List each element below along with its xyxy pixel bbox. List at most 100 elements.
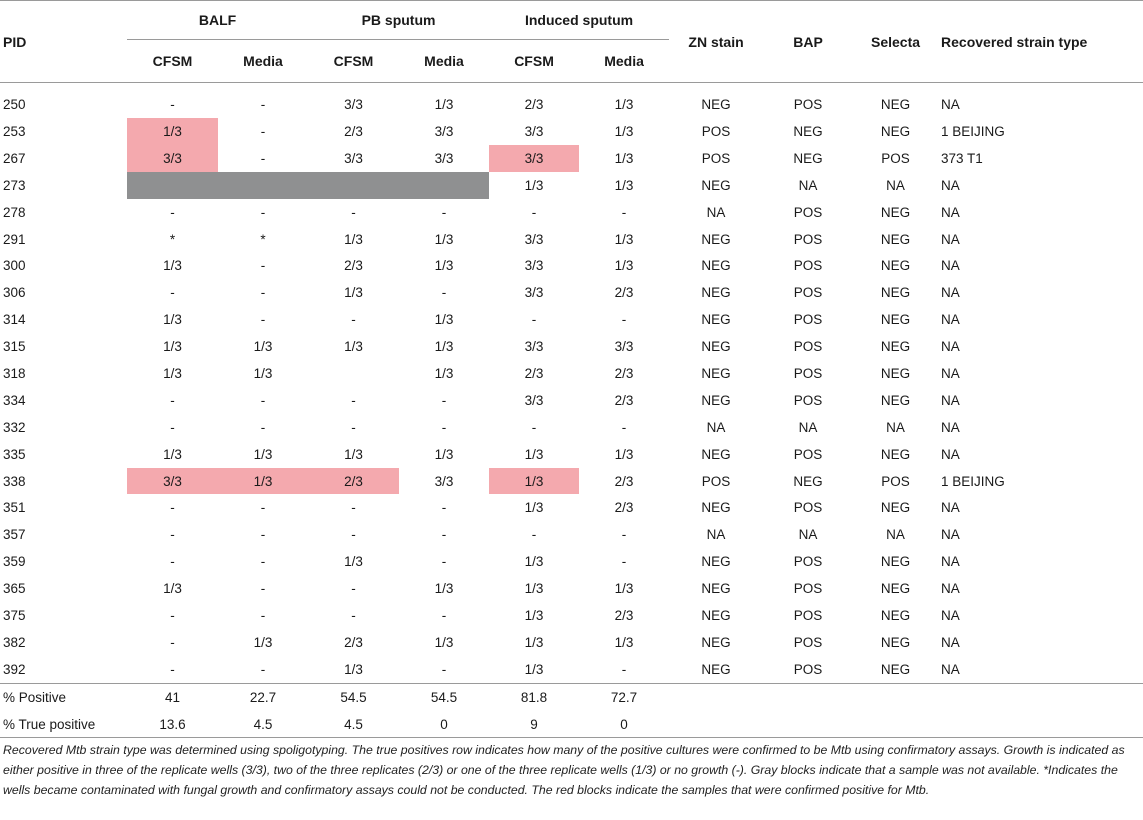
summary-value: 81.8: [489, 682, 580, 711]
table-row: 273 1/3 1/3 NEG NA NA NA: [0, 171, 1143, 199]
selecta-cell: NEG: [880, 554, 911, 570]
growth-cell: 1/3: [524, 634, 544, 650]
growth-cell: -: [170, 97, 175, 112]
sub-header-media: Media: [579, 39, 670, 83]
growth-cell: 2/3: [308, 467, 400, 495]
selecta-cell: NEG: [880, 661, 911, 677]
table-row: 332 - - - - - - NA NA NA NA: [0, 414, 1143, 441]
growth-cell: -: [260, 527, 266, 543]
selecta-cell: NEG: [880, 581, 911, 597]
pid-cell: 335: [3, 446, 26, 462]
growth-cell: 3/3: [127, 144, 218, 172]
strain-cell: NA: [941, 177, 960, 193]
growth-cell: [308, 360, 399, 387]
bap-cell: NEG: [793, 123, 823, 139]
strain-cell: NA: [941, 500, 960, 516]
selecta-header: Selecta: [853, 0, 939, 83]
growth-cell: 3/3: [489, 144, 580, 172]
growth-cell: 3/3: [127, 467, 218, 495]
growth-cell: -: [351, 500, 356, 516]
table-row: 392 - - 1/3 - 1/3 - NEG POS NEG NA: [0, 656, 1143, 683]
growth-cell: 2/3: [344, 634, 363, 650]
growth-cell: -: [621, 554, 627, 570]
growth-cell: 3/3: [524, 123, 544, 139]
growth-cell: *: [169, 231, 176, 247]
growth-cell: -: [621, 527, 627, 543]
growth-cell: 1/3: [434, 231, 454, 247]
selecta-cell: NEG: [880, 231, 911, 247]
strain-cell: NA: [941, 231, 960, 247]
growth-cell: 3/3: [524, 392, 544, 408]
growth-cell: 1/3: [344, 554, 363, 570]
selecta-cell: NEG: [880, 123, 911, 139]
selecta-cell: NEG: [880, 285, 911, 301]
growth-cell: -: [260, 312, 266, 328]
summary-value: 4.5: [218, 710, 309, 739]
pid-cell: 291: [3, 231, 26, 247]
strain-cell: 1 BEIJING: [941, 473, 1005, 489]
zn-stain-header: ZN stain: [669, 0, 764, 83]
summary-label: % True positive: [0, 710, 127, 739]
growth-cell: -: [260, 258, 266, 274]
strain-cell: NA: [941, 285, 960, 301]
growth-cell: 3/3: [614, 339, 634, 355]
growth-cell: 3/3: [434, 150, 454, 166]
pid-cell: 357: [3, 527, 26, 543]
growth-cell: 1/3: [614, 258, 634, 274]
sub-header-cfsm: CFSM: [489, 39, 580, 83]
strain-cell: NA: [941, 446, 960, 462]
pid-cell: 253: [3, 123, 26, 139]
growth-cell: 1/3: [344, 339, 363, 355]
selecta-cell: NEG: [880, 204, 911, 220]
growth-cell: -: [351, 527, 356, 543]
growth-cell: 2/3: [344, 258, 363, 274]
growth-cell: 1/3: [344, 231, 363, 247]
growth-cell: 1/3: [614, 123, 634, 139]
growth-cell: 3/3: [434, 123, 454, 139]
pid-cell: 267: [3, 150, 26, 166]
zn-stain-cell: NA: [706, 527, 726, 543]
growth-cell: -: [260, 392, 266, 408]
growth-cell: -: [170, 204, 175, 220]
zn-stain-cell: POS: [701, 123, 731, 139]
zn-stain-cell: POS: [701, 150, 731, 166]
pid-cell: 365: [3, 581, 26, 597]
selecta-cell: NEG: [880, 258, 911, 274]
summary-value: 41: [127, 682, 218, 711]
growth-cell: 1/3: [163, 581, 182, 597]
growth-cell: -: [531, 527, 537, 543]
table-row: 351 - - - - 1/3 2/3 NEG POS NEG NA: [0, 494, 1143, 521]
growth-cell: -: [170, 285, 175, 301]
growth-cell: 1/3: [253, 446, 273, 462]
growth-cell: 1/3: [614, 150, 634, 166]
pid-cell: 250: [3, 97, 26, 112]
summary-label: % Positive: [0, 682, 127, 711]
growth-cell: 2/3: [614, 285, 634, 301]
table-row: 359 - - 1/3 - 1/3 - NEG POS NEG NA: [0, 548, 1143, 575]
growth-cell: 2/3: [614, 365, 634, 381]
zn-stain-cell: NEG: [701, 392, 731, 408]
growth-cell: -: [170, 419, 175, 435]
empty-cell: [853, 682, 939, 711]
summary-value: 9: [489, 710, 580, 739]
table-body: 250 - - 3/3 1/3 2/3 1/3 NEG POS NEG NA 253 1/3 - 2/3 3/…: [0, 83, 1143, 739]
growth-cell: 1/3: [524, 500, 544, 516]
growth-cell: -: [170, 634, 175, 650]
growth-cell: 3/3: [344, 150, 363, 166]
growth-cell: 3/3: [524, 258, 544, 274]
growth-cell: 1/3: [614, 231, 634, 247]
zn-stain-cell: NEG: [701, 339, 731, 355]
summary-row: % True positive 13.6 4.5 4.5 0 9 0: [0, 710, 1143, 739]
sub-header-media: Media: [399, 39, 490, 83]
sub-header-cfsm: CFSM: [127, 39, 218, 83]
strain-cell: 373 T1: [941, 150, 983, 166]
growth-cell: *: [260, 231, 266, 247]
growth-cell: -: [351, 581, 356, 597]
growth-cell: 3/3: [434, 473, 454, 489]
summary-value: 72.7: [579, 682, 670, 711]
bap-cell: POS: [793, 339, 823, 355]
summary-value: 22.7: [218, 682, 309, 711]
growth-cell: -: [621, 661, 627, 677]
growth-cell: 1/3: [614, 634, 634, 650]
growth-cell: 2/3: [344, 123, 363, 139]
